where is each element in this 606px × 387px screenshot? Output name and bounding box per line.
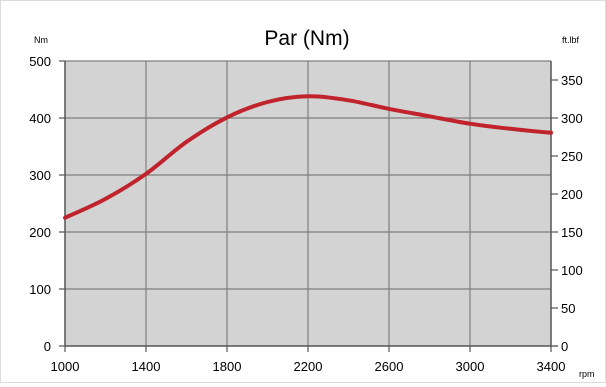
tick-labels: 0 100 200 300 400 500 0 50 100 150 200 250 300 350 100… <box>29 54 582 374</box>
x-tick-label: 1400 <box>132 359 161 374</box>
series-layer <box>63 94 553 220</box>
axes <box>59 60 558 352</box>
y2-tick-label: 0 <box>561 339 568 354</box>
y2-tick-label: 300 <box>561 111 583 126</box>
x-tick-label: 1000 <box>51 359 80 374</box>
x-tick-label: 2600 <box>375 359 404 374</box>
x-tick-label: 2200 <box>294 359 323 374</box>
y2-tick-label: 150 <box>561 225 583 240</box>
chart-title: Par (Nm) <box>264 27 349 50</box>
x-tick-label: 3400 <box>537 359 566 374</box>
y-tick-label: 300 <box>29 168 51 183</box>
left-axis-unit: Nm <box>34 35 48 45</box>
x-axis-unit: rpm <box>579 369 595 379</box>
y2-tick-label: 200 <box>561 187 583 202</box>
y2-tick-label: 50 <box>561 301 575 316</box>
y2-tick-label: 100 <box>561 263 583 278</box>
y2-tick-label: 250 <box>561 149 583 164</box>
y-tick-label: 100 <box>29 282 51 297</box>
y-tick-label: 500 <box>29 54 51 69</box>
series-line-0 <box>63 94 553 220</box>
y2-tick-label: 350 <box>561 73 583 88</box>
y-tick-label: 200 <box>29 225 51 240</box>
x-tick-label: 1800 <box>213 359 242 374</box>
y-tick-label: 400 <box>29 111 51 126</box>
x-tick-label: 3000 <box>456 359 485 374</box>
right-axis-unit: ft.lbf <box>562 35 580 45</box>
y-tick-label: 0 <box>44 339 51 354</box>
